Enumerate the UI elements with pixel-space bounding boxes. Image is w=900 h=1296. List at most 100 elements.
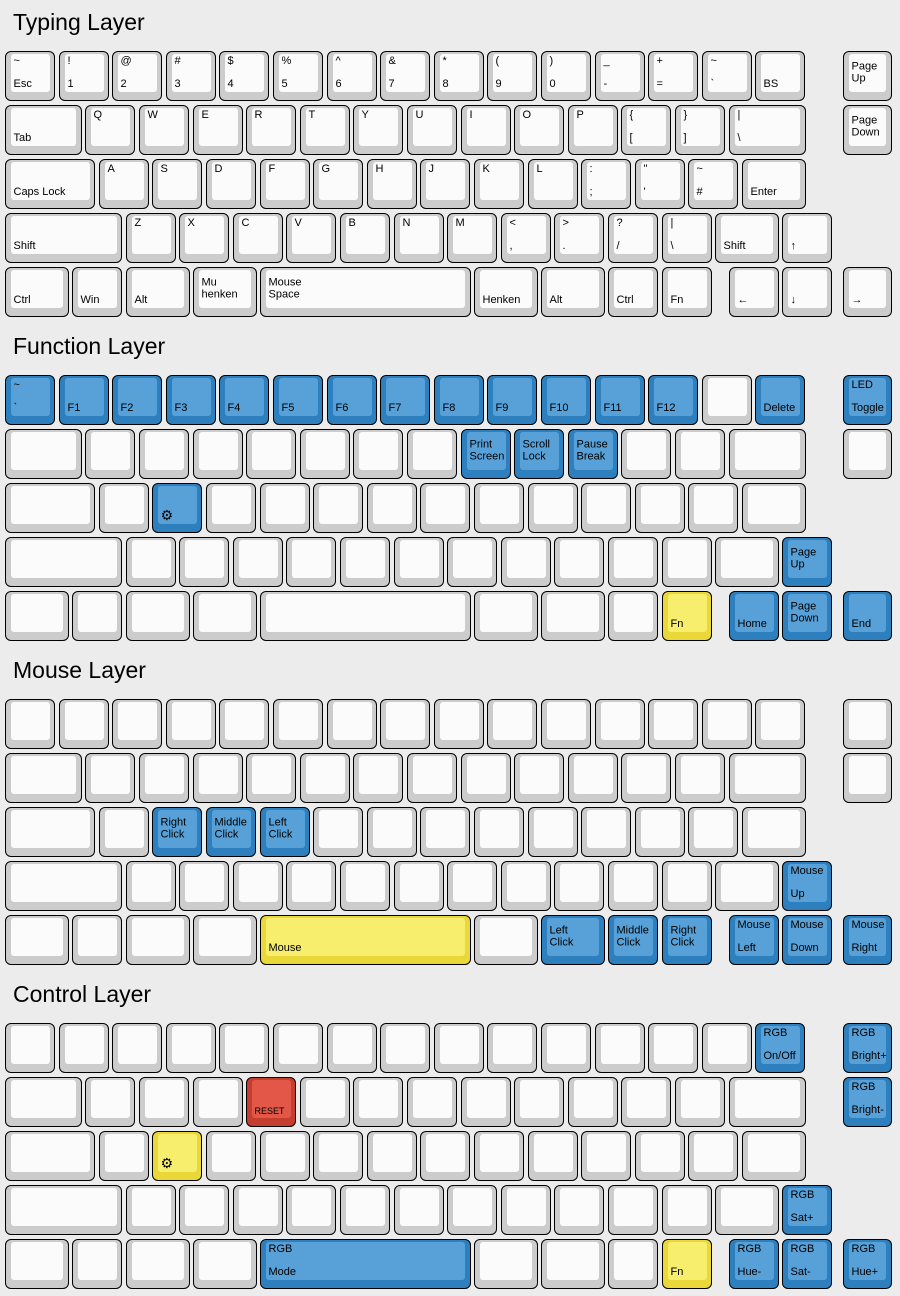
key-blank: ~ # — [688, 159, 739, 209]
keycap-top — [265, 1134, 305, 1172]
key-blank — [233, 861, 284, 911]
key-legend: Shift — [723, 239, 746, 252]
keycap-top: M — [452, 216, 492, 254]
key-page-up: Page Up — [782, 537, 833, 587]
keycap-top — [586, 486, 626, 524]
keycap-top — [707, 702, 747, 740]
keycap-top — [693, 1134, 733, 1172]
keycap-top — [77, 594, 117, 632]
keycap-top: F5 — [278, 378, 318, 416]
key-legend: ' — [643, 185, 646, 198]
keycap-top: Ctrl — [10, 270, 63, 308]
key-blank — [85, 753, 136, 803]
keycap-top: J — [425, 162, 465, 200]
key-f7: F7 — [380, 375, 431, 425]
key-blank: ← — [729, 267, 780, 317]
key-blank — [139, 753, 190, 803]
key-legend: ; — [589, 185, 593, 198]
key-legend: Delete — [763, 401, 796, 414]
keycap-top: Fn — [667, 594, 707, 632]
keycap-top — [399, 864, 439, 902]
keycap-top: " ' — [640, 162, 680, 200]
keycap-top — [198, 918, 251, 956]
key-legend: Left — [737, 941, 756, 954]
keycap-top: A — [104, 162, 144, 200]
key-8: * 8 — [434, 51, 485, 101]
key-blank — [206, 483, 257, 533]
key-blank — [581, 1131, 632, 1181]
key-legend: ) — [549, 55, 554, 67]
key-legend: RGB — [790, 1189, 815, 1201]
layer-section-control: Control Layer RGB On/Off RGB Bright+ RESET RG… — [5, 981, 900, 1289]
key-blank — [246, 753, 297, 803]
key-mouse-space: Mouse Space — [260, 267, 471, 317]
key-blank — [688, 807, 739, 857]
key-legend: , — [509, 239, 513, 252]
keycap-top — [305, 1080, 345, 1118]
keycap-top: Page Up — [787, 540, 827, 578]
keycap-top — [412, 432, 452, 470]
key-legend: H — [375, 163, 384, 175]
key-fn: Fn — [662, 591, 713, 641]
key-blank — [126, 537, 177, 587]
key-blank — [273, 699, 324, 749]
key-delete: Delete — [755, 375, 806, 425]
keycap-top: O — [519, 108, 559, 146]
keycap-top — [734, 756, 801, 794]
keycap-top: G — [318, 162, 358, 200]
key-f5: F5 — [273, 375, 324, 425]
key-blank — [595, 699, 646, 749]
keycap-top — [506, 1188, 546, 1226]
key-blank — [313, 483, 364, 533]
keycap-top: Mouse Left — [734, 918, 774, 956]
key-blank — [420, 807, 471, 857]
key-legend: W — [147, 109, 158, 121]
key-blank — [353, 753, 404, 803]
keycap-top: B — [345, 216, 385, 254]
key-z: Z — [126, 213, 177, 263]
key-g: G — [313, 159, 364, 209]
keycap-top — [399, 1188, 439, 1226]
key-legend: B — [348, 217, 356, 229]
keycap-top — [171, 1026, 211, 1064]
keycap-top: | \ — [734, 108, 801, 146]
keycap-top — [492, 1026, 532, 1064]
key-legend: ( — [495, 55, 500, 67]
key-blank — [233, 1185, 284, 1235]
keycap-top — [238, 540, 278, 578]
key-blank — [501, 861, 552, 911]
keycap-top — [90, 1080, 130, 1118]
key-legend: ~ — [13, 55, 20, 67]
key-legend: + — [656, 55, 663, 67]
key-blank — [554, 1185, 605, 1235]
key-legend: F — [268, 163, 276, 175]
key-blank — [407, 1077, 458, 1127]
key-rgb-sat+: RGB Sat+ — [782, 1185, 833, 1235]
keycap-top — [345, 540, 385, 578]
key-blank — [380, 699, 431, 749]
key-blank — [179, 537, 230, 587]
key-blank — [635, 807, 686, 857]
key-blank — [5, 537, 123, 587]
key-blank — [434, 699, 485, 749]
key-blank — [474, 807, 525, 857]
keycap-top — [613, 1242, 653, 1280]
keycap-top — [198, 594, 251, 632]
key-blank — [662, 1185, 713, 1235]
key-blank — [715, 861, 779, 911]
keycap-top — [104, 486, 144, 524]
key-blank — [688, 483, 739, 533]
key-blank: ~ ` — [702, 51, 753, 101]
key-blank — [5, 699, 56, 749]
keycap-top: Delete — [760, 378, 800, 416]
key-h: H — [367, 159, 418, 209]
key-blank — [112, 699, 163, 749]
keycap-top: N — [399, 216, 439, 254]
key-6: ^ 6 — [327, 51, 378, 101]
keycap-top: Print Screen — [466, 432, 506, 470]
key-legend: Scroll Lock — [522, 438, 551, 463]
key-legend: Mouse Space — [268, 276, 302, 301]
key-legend: On/Off — [763, 1049, 796, 1062]
key-page-up: Page Up — [843, 51, 892, 101]
key-blank: ↓ — [782, 267, 833, 317]
